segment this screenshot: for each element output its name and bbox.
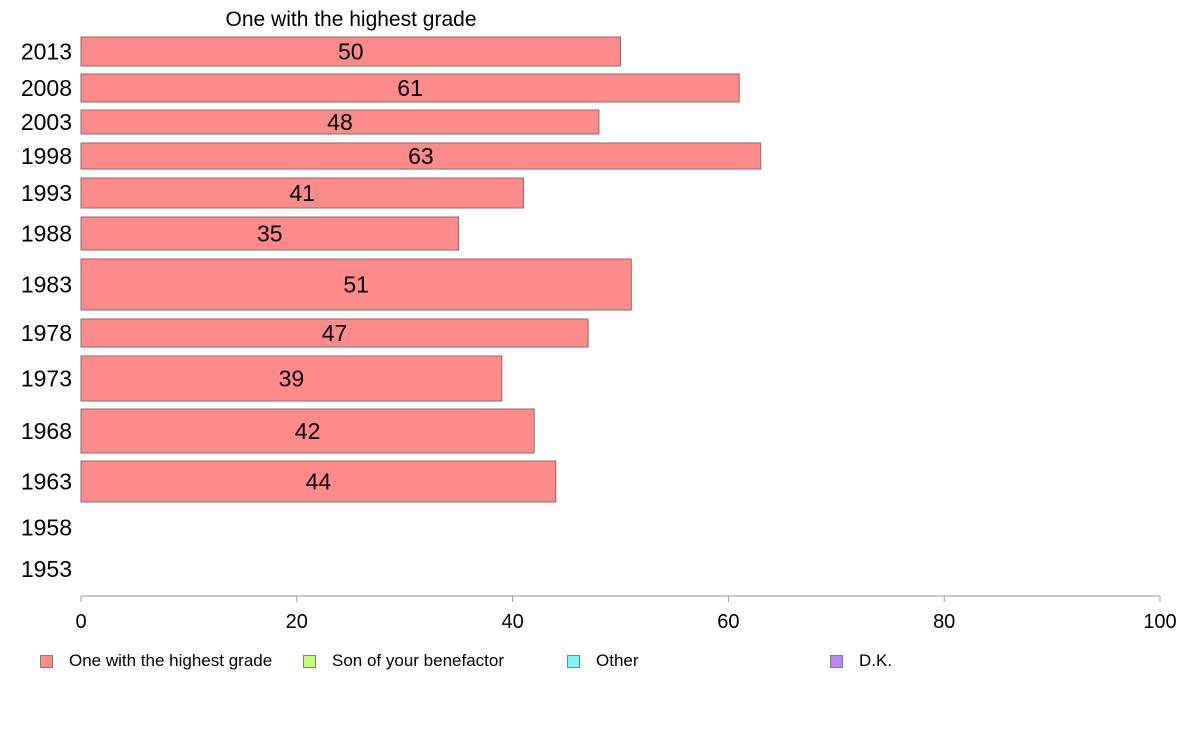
bar-value-label: 47: [322, 320, 348, 346]
legend-label-son-of-benefactor: Son of your benefactor: [332, 651, 505, 670]
year-label: 2008: [21, 75, 72, 101]
bar-value-label: 51: [343, 272, 369, 298]
bar: [80, 142, 762, 170]
legend-item-highest-grade: One with the highest grade: [40, 650, 272, 672]
year-label: 1988: [21, 221, 72, 247]
bar-value-label: 48: [327, 109, 353, 135]
year-label: 1978: [21, 320, 72, 346]
bar: [80, 258, 632, 311]
year-label: 2003: [21, 109, 72, 135]
bar: [80, 109, 600, 135]
legend-swatch-son-of-benefactor: [303, 654, 316, 668]
bars-layer: 2013 50 2008 61 2003 48 1998 63 1993 41 1988 35 1983…: [21, 36, 762, 582]
bar: [80, 460, 557, 503]
bar: [80, 318, 589, 348]
year-label: 1958: [21, 515, 72, 541]
legend-swatch-dk: [830, 654, 843, 668]
legend-swatch-other: [567, 654, 580, 668]
series-title: One with the highest grade: [226, 8, 477, 31]
legend: One with the highest grade Son of your b…: [40, 650, 1140, 672]
bar: [80, 355, 503, 402]
bar: [80, 36, 621, 67]
x-tick-label: 60: [717, 611, 739, 633]
year-label: 2013: [21, 39, 72, 65]
bar: [80, 73, 740, 103]
year-label: 1993: [21, 180, 72, 206]
x-tick-label: 40: [501, 611, 523, 633]
legend-label-highest-grade: One with the highest grade: [69, 651, 273, 670]
legend-swatch-highest-grade: [40, 654, 53, 668]
year-label: 1998: [21, 143, 72, 169]
legend-item-other: Other: [567, 650, 639, 672]
year-label: 1953: [21, 556, 72, 582]
bar: [80, 177, 524, 209]
x-tick-label: 20: [286, 611, 308, 633]
legend-item-dk: D.K.: [830, 650, 892, 672]
bar-value-label: 35: [257, 221, 283, 247]
bar-value-label: 50: [338, 39, 364, 65]
year-label: 1968: [21, 418, 72, 444]
bar: [80, 408, 535, 454]
x-tick-label: 0: [75, 611, 86, 633]
bar-value-label: 61: [397, 75, 423, 101]
bar-value-label: 41: [289, 180, 315, 206]
bar-value-label: 44: [306, 469, 332, 495]
legend-label-other: Other: [596, 651, 639, 670]
legend-item-son-of-benefactor: Son of your benefactor: [303, 650, 504, 672]
x-tick-label: 80: [933, 611, 955, 633]
year-label: 1983: [21, 272, 72, 298]
x-axis: 0 20 40 60 80 100: [75, 595, 1177, 633]
year-label: 1963: [21, 469, 72, 495]
bar-value-label: 42: [295, 418, 321, 444]
legend-label-dk: D.K.: [859, 651, 893, 670]
bar-value-label: 63: [408, 143, 434, 169]
x-tick-label: 100: [1143, 611, 1176, 633]
bar-value-label: 39: [279, 366, 305, 392]
bar: [80, 216, 460, 251]
year-label: 1973: [21, 366, 72, 392]
